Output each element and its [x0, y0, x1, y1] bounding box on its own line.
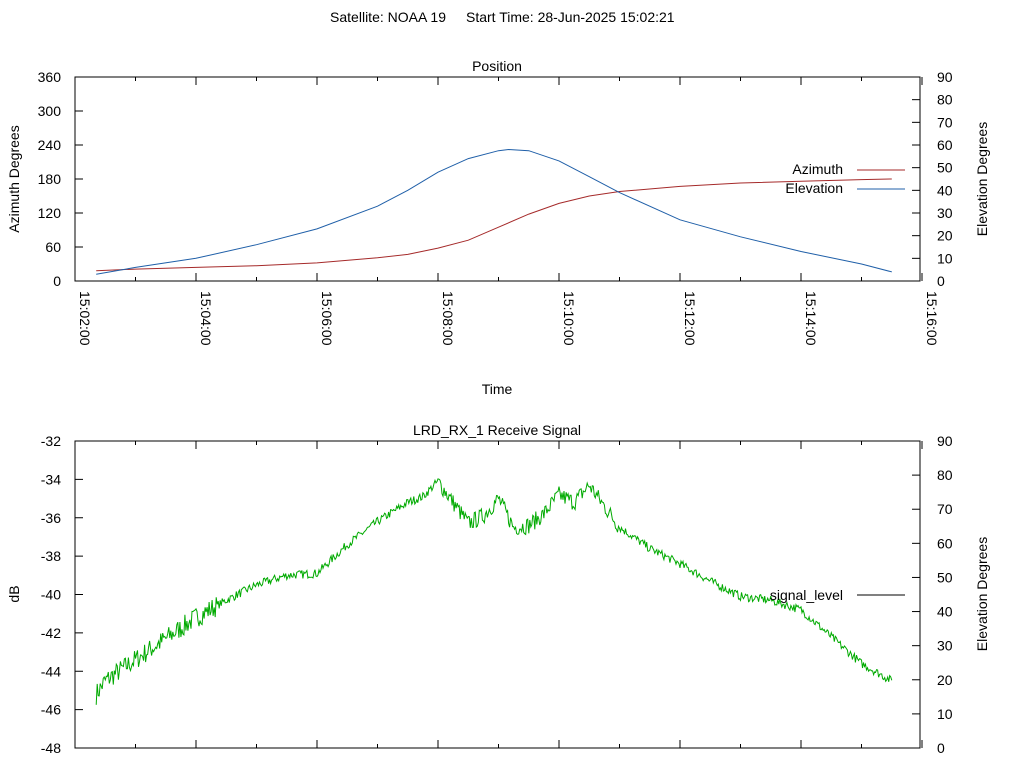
position-x-tick-label: 15:10:00 — [561, 291, 577, 346]
position-y2-tick-label: 60 — [937, 137, 953, 153]
legend-label-signal-level: signal_level — [770, 587, 843, 603]
position-y2-tick-label: 50 — [937, 160, 953, 176]
signal-y2-tick-label: 10 — [937, 706, 953, 722]
signal-y2-tick-label: 30 — [937, 638, 953, 654]
position-y2-tick-label: 80 — [937, 92, 953, 108]
position-y-tick-label: 0 — [53, 273, 61, 289]
signal-chart-title: LRD_RX_1 Receive Signal — [413, 422, 581, 438]
position-y-tick-label: 240 — [38, 137, 62, 153]
position-y2-tick-label: 90 — [937, 69, 953, 85]
signal-y-tick-label: -42 — [41, 625, 61, 641]
position-y-axis-label: Azimuth Degrees — [6, 125, 22, 232]
series-line-elevation — [96, 148, 892, 275]
signal-y2-tick-label: 50 — [937, 569, 953, 585]
legend-label-elevation: Elevation — [785, 180, 843, 196]
signal-y2-tick-label: 0 — [937, 740, 945, 756]
position-y2-tick-label: 20 — [937, 228, 953, 244]
series-line-signal-level — [95, 478, 893, 705]
position-x-tick-label: 15:04:00 — [198, 291, 214, 346]
position-x-tick-label: 15:14:00 — [803, 291, 819, 346]
signal-y-tick-label: -32 — [41, 433, 61, 449]
signal-y2-tick-label: 20 — [937, 672, 953, 688]
position-x-tick-label: 15:12:00 — [682, 291, 698, 346]
signal-y2-tick-label: 90 — [937, 433, 953, 449]
position-x-tick-label: 15:16:00 — [924, 291, 940, 346]
signal-legend: signal_level — [770, 587, 905, 603]
position-y2-tick-label: 0 — [937, 273, 945, 289]
position-y2-tick-label: 10 — [937, 250, 953, 266]
signal-y-axis-label: dB — [6, 585, 22, 602]
position-y2-tick-label: 30 — [937, 205, 953, 221]
series-line-azimuth — [96, 178, 892, 272]
position-plot-frame — [74, 76, 921, 282]
position-y2-tick-label: 70 — [937, 114, 953, 130]
start-time-title: Start Time: 28-Jun-2025 15:02:21 — [466, 9, 675, 25]
signal-y-tick-label: -48 — [41, 740, 61, 756]
position-y-tick-label: 120 — [38, 205, 62, 221]
position-chart-title: Position — [472, 58, 522, 74]
position-chart: Position Azimuth Degrees Elevation Degre… — [6, 58, 990, 397]
signal-y-tick-label: -46 — [41, 702, 61, 718]
signal-y-tick-label: -44 — [41, 663, 61, 679]
signal-y2-tick-label: 40 — [937, 604, 953, 620]
position-y-tick-label: 60 — [45, 239, 61, 255]
position-x-tick-label: 15:08:00 — [440, 291, 456, 346]
position-y-tick-label: 360 — [38, 69, 62, 85]
signal-y-tick-label: -38 — [41, 548, 61, 564]
signal-y-tick-label: -40 — [41, 587, 61, 603]
position-x-axis-label: Time — [482, 381, 513, 397]
legend-label-azimuth: Azimuth — [792, 161, 843, 177]
signal-y-tick-label: -36 — [41, 510, 61, 526]
position-legend: Azimuth Elevation — [785, 161, 905, 196]
position-y-tick-label: 300 — [38, 103, 62, 119]
position-x-tick-label: 15:06:00 — [319, 291, 335, 346]
position-y2-axis-label: Elevation Degrees — [974, 122, 990, 236]
signal-y-tick-label: -34 — [41, 471, 61, 487]
satellite-title: Satellite: NOAA 19 — [330, 9, 446, 25]
signal-y2-tick-label: 80 — [937, 467, 953, 483]
signal-y2-tick-label: 70 — [937, 501, 953, 517]
position-y2-tick-label: 40 — [937, 182, 953, 198]
position-y-tick-label: 180 — [38, 171, 62, 187]
signal-y2-tick-label: 60 — [937, 535, 953, 551]
position-x-tick-label: 15:02:00 — [77, 291, 93, 346]
signal-chart: LRD_RX_1 Receive Signal dB Elevation Deg… — [6, 422, 990, 756]
signal-y2-axis-label: Elevation Degrees — [974, 537, 990, 651]
